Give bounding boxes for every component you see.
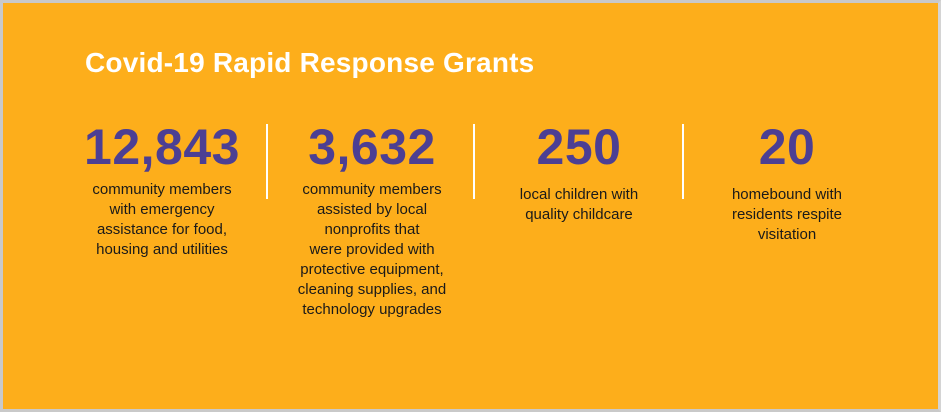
stat-community-members: 12,843 community members with emergency … (69, 119, 255, 260)
stat-description-line: housing and utilities (96, 241, 228, 258)
stat-children-childcare: 250 local children with quality childcar… (489, 119, 669, 225)
column-divider (266, 124, 268, 199)
panel-title: Covid-19 Rapid Response Grants (85, 47, 535, 78)
stat-description-line: community members (92, 181, 232, 198)
stat-description-line: technology upgrades (302, 301, 442, 318)
column-divider (473, 124, 475, 199)
stat-description-line: residents respite (731, 206, 843, 223)
stat-description: community members assisted by local nonp… (279, 180, 465, 320)
stat-description-line: quality childcare (525, 206, 633, 223)
stat-value: 3,632 (308, 119, 436, 175)
stat-description-line: nonprofits that (324, 221, 420, 238)
stat-description-line: assisted by local (316, 201, 428, 218)
stat-description: local children with quality childcare (489, 185, 669, 225)
stat-value: 250 (536, 119, 622, 175)
stat-description: homebound with residents respite visitat… (697, 185, 877, 245)
stat-description-line: cleaning supplies, and (297, 281, 447, 298)
stat-description-line: homebound with (731, 186, 843, 203)
stat-description: community members with emergency assista… (69, 180, 255, 260)
stat-description-line: were provided with (309, 241, 435, 258)
column-divider (682, 124, 684, 199)
stat-description-line: assistance for food, (96, 221, 228, 238)
stat-description-line: community members (302, 181, 442, 198)
stat-value: 20 (758, 119, 816, 175)
stat-description-line: visitation (757, 226, 817, 243)
stat-description-line: protective equipment, (300, 261, 444, 278)
stat-value: 12,843 (84, 119, 240, 175)
stat-homebound-residents: 20 homebound with residents respite visi… (697, 119, 877, 245)
stat-description-line: with emergency (109, 201, 215, 218)
stat-nonprofit-members: 3,632 community members assisted by loca… (279, 119, 465, 320)
stat-description-line: local children with (519, 186, 639, 203)
